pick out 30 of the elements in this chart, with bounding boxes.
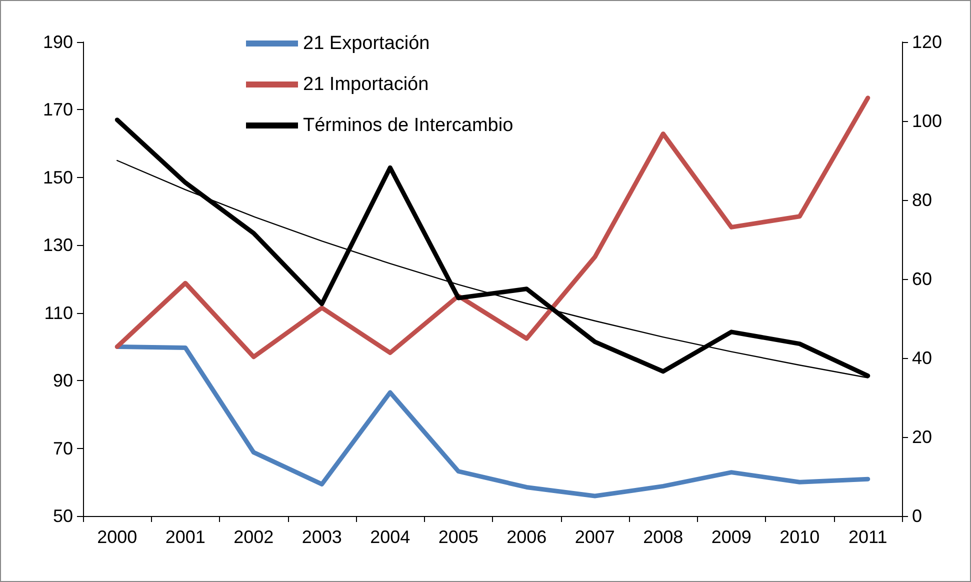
x-tick-label: 2005 [438,527,478,547]
y2-tick-label: 20 [912,427,932,447]
y2-tick-label: 60 [912,269,932,289]
y-tick-label: 150 [42,167,73,188]
x-tick-label: 2008 [643,527,684,547]
y-tick-label: 130 [42,235,73,256]
y2-tick-label: 40 [912,348,932,368]
y-tick-label: 190 [42,32,73,52]
y-tick-label: 170 [42,100,73,120]
y-tick-label: 90 [52,370,73,391]
x-tick-label: 2007 [574,527,615,547]
x-tick-label: 2006 [506,527,547,547]
y2-tick-label: 120 [912,32,942,52]
y-tick-label: 70 [52,438,73,458]
legend-label: 21 Exportación [303,33,430,54]
x-tick-label: 2002 [234,527,274,547]
x-tick-label: 2001 [165,527,206,547]
x-tick-label: 2011 [848,527,888,547]
x-tick-label: 2003 [302,527,342,547]
y2-tick-label: 100 [912,111,942,131]
y-tick-label: 50 [52,506,73,526]
legend-label: 21 Importación [303,74,429,95]
y2-tick-label: 80 [912,190,932,210]
x-tick-label: 2009 [711,527,752,547]
legend-label: Términos de Intercambio [303,115,514,136]
x-tick-label: 2004 [370,527,410,547]
x-tick-label: 2000 [97,527,138,547]
x-tick-label: 2010 [780,527,820,547]
y2-tick-label: 0 [912,506,922,526]
y-tick-label: 110 [44,302,73,323]
